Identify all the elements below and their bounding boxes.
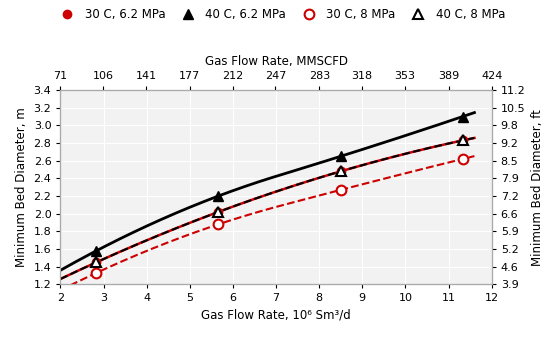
Y-axis label: Minimum Bed Diameter, m: Minimum Bed Diameter, m (15, 108, 28, 267)
Line: 40 C, 8 MPa: 40 C, 8 MPa (91, 135, 468, 267)
X-axis label: Gas Flow Rate, MMSCFD: Gas Flow Rate, MMSCFD (205, 56, 348, 68)
40 C, 8 MPa (93, 260, 100, 264)
40 C, 6.2 MPa (93, 249, 100, 253)
30 C, 8 MPa (215, 222, 221, 226)
Line: 30 C, 6.2 MPa: 30 C, 6.2 MPa (92, 136, 467, 267)
30 C, 6.2 MPa (93, 260, 100, 264)
30 C, 6.2 MPa (215, 210, 221, 214)
40 C, 6.2 MPa (338, 154, 344, 158)
30 C, 6.2 MPa (338, 169, 344, 173)
X-axis label: Gas Flow Rate, 10⁶ Sm³/d: Gas Flow Rate, 10⁶ Sm³/d (201, 309, 351, 322)
30 C, 6.2 MPa (459, 139, 466, 143)
40 C, 8 MPa (215, 210, 221, 214)
30 C, 8 MPa (338, 188, 344, 192)
40 C, 6.2 MPa (215, 194, 221, 198)
Line: 40 C, 6.2 MPa: 40 C, 6.2 MPa (91, 112, 468, 256)
Legend: 30 C, 6.2 MPa, 40 C, 6.2 MPa, 30 C, 8 MPa, 40 C, 8 MPa: 30 C, 6.2 MPa, 40 C, 6.2 MPa, 30 C, 8 MP… (51, 6, 508, 24)
30 C, 8 MPa (459, 157, 466, 161)
Y-axis label: Minimum Bed Diameter, ft: Minimum Bed Diameter, ft (531, 109, 544, 266)
40 C, 8 MPa (338, 169, 344, 173)
30 C, 8 MPa (93, 271, 100, 275)
40 C, 6.2 MPa (459, 115, 466, 119)
40 C, 8 MPa (459, 139, 466, 143)
Line: 30 C, 8 MPa: 30 C, 8 MPa (91, 154, 468, 278)
